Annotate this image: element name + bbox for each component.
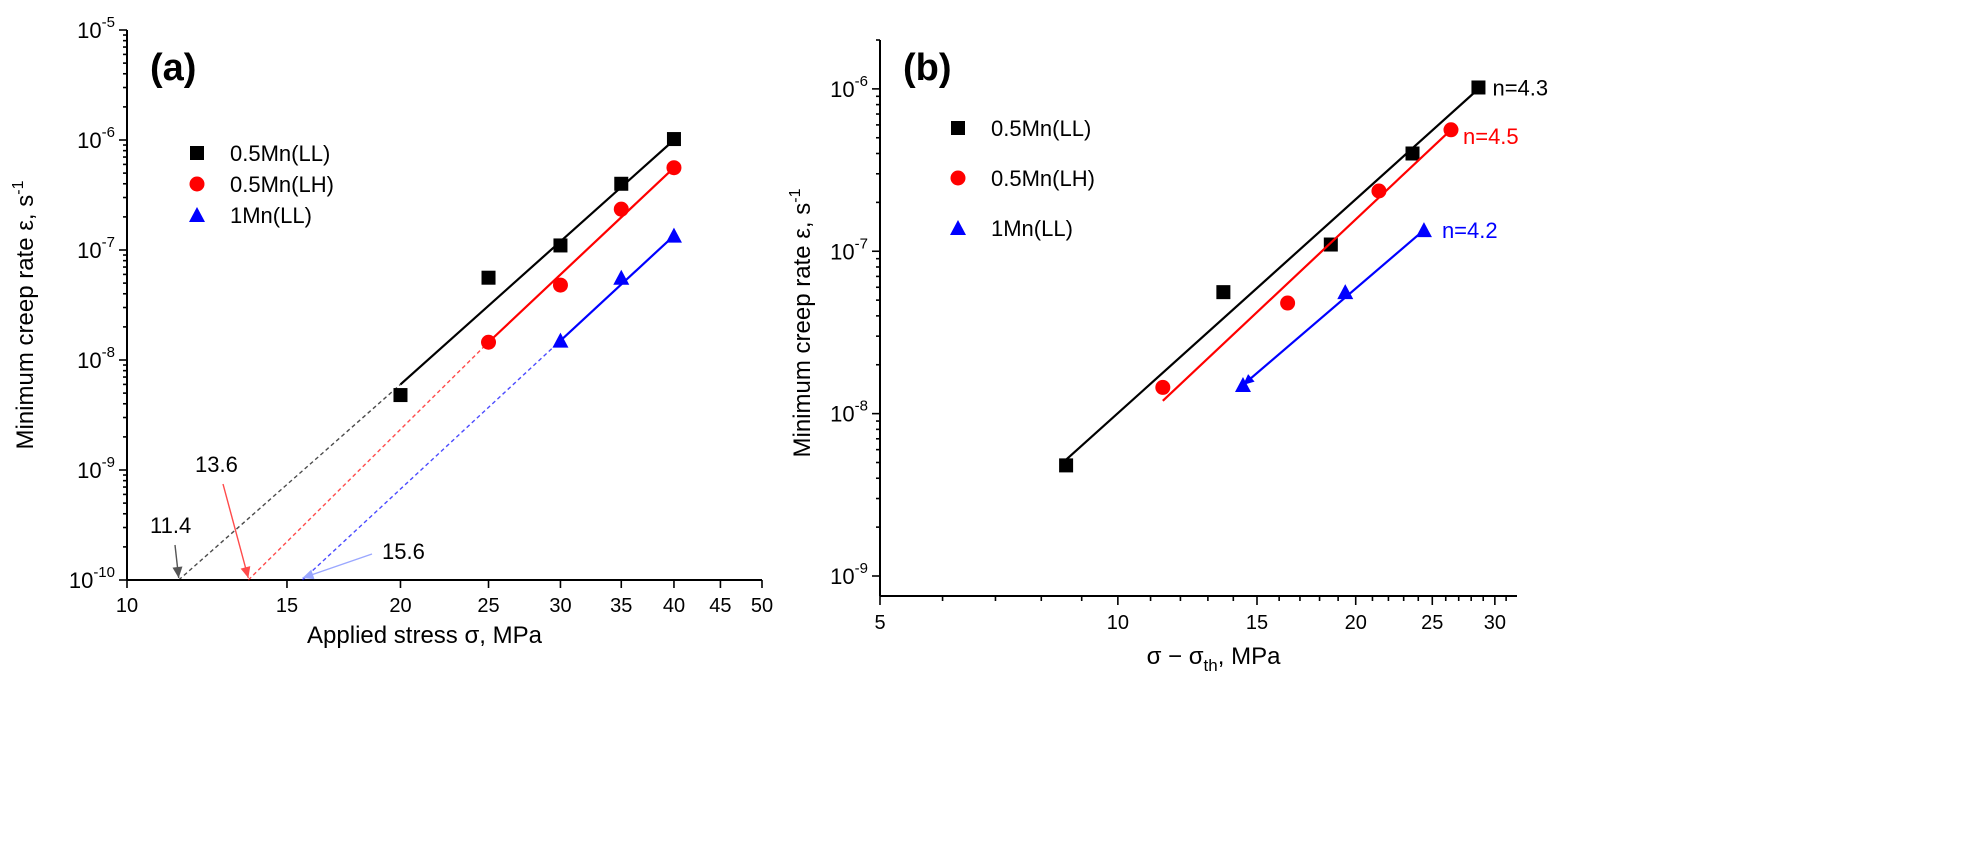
fit-line [399, 139, 675, 386]
data-point [1371, 183, 1387, 199]
y-tick-label: 10-8 [830, 398, 868, 427]
x-tick-label: 45 [709, 595, 731, 617]
panel-label: (a) [150, 47, 196, 89]
y-tick-label: 10-6 [830, 73, 868, 102]
data-point [1216, 285, 1231, 300]
data-point [1234, 377, 1251, 393]
threshold-arrow [222, 483, 249, 579]
y-tick-label: 10-7 [77, 234, 115, 263]
data-point [666, 132, 681, 147]
x-tick-label: 30 [549, 595, 571, 617]
legend-marker [950, 170, 966, 186]
data-point [552, 332, 569, 348]
data-point [481, 334, 497, 350]
x-tick-label: 40 [663, 595, 685, 617]
legend-label: 0.5Mn(LH) [991, 166, 1095, 191]
legend-label: 0.5Mn(LL) [991, 116, 1091, 141]
x-tick-label: 20 [1345, 612, 1367, 634]
y-tick-label: 10-10 [69, 564, 115, 593]
data-point [1337, 284, 1354, 300]
data-point [1155, 379, 1171, 395]
fit-line [1065, 88, 1480, 461]
slope-label: n=4.5 [1463, 124, 1519, 149]
data-point [393, 388, 408, 403]
data-point [666, 160, 682, 176]
slope-label: n=4.2 [1442, 218, 1498, 243]
fit-line [487, 166, 675, 344]
y-tick-label: 10-8 [77, 344, 115, 373]
data-point [665, 227, 682, 243]
data-point [1443, 122, 1459, 138]
extrapolation-line [301, 340, 561, 581]
x-tick-label: 10 [116, 595, 138, 617]
fit-line [1162, 128, 1452, 402]
chart-b: 10-9 10-8 10-7 10-6 5 10 15 20 25 30 σ − σth, MPa M… [787, 39, 1548, 675]
data-point [613, 201, 629, 217]
y-tick-label: 10-5 [77, 14, 115, 43]
x-tick-label: 5 [874, 612, 885, 634]
y-axis-title: Minimum creep rate ε, s-1 [787, 188, 816, 457]
data-point [481, 270, 496, 285]
x-tick-label: 15 [1246, 612, 1268, 634]
x-tick-label: 20 [389, 595, 411, 617]
slope-label: n=4.3 [1492, 75, 1548, 100]
threshold-label: 15.6 [382, 539, 425, 564]
legend-marker [189, 176, 205, 192]
x-tick-label: 50 [751, 595, 773, 617]
fit-arrowhead [1242, 374, 1255, 386]
data-point [1323, 237, 1338, 252]
x-axis-title: Applied stress σ, MPa [307, 622, 543, 649]
threshold-arrowhead [240, 566, 251, 578]
x-tick-label: 30 [1484, 612, 1506, 634]
x-axis-title: σ − σth, MPa [1147, 643, 1282, 675]
data-point [1405, 146, 1420, 161]
y-tick-label: 10-7 [830, 235, 868, 264]
x-tick-label: 35 [610, 595, 632, 617]
data-point [1471, 80, 1486, 95]
data-point [613, 269, 630, 285]
legend-label: 0.5Mn(LL) [230, 141, 330, 166]
x-tick-label: 15 [276, 595, 298, 617]
x-tick-label: 25 [1421, 612, 1443, 634]
extrapolation-line [247, 341, 490, 581]
y-tick-label: 10-9 [830, 560, 868, 589]
data-point [1280, 295, 1296, 311]
legend-label: 1Mn(LL) [991, 216, 1073, 241]
legend-marker [189, 207, 205, 222]
fit-line [559, 234, 675, 342]
data-point [553, 238, 568, 253]
threshold-label: 13.6 [195, 452, 238, 477]
y-tick-label: 10-9 [77, 454, 115, 483]
threshold-arrowhead [302, 569, 315, 580]
x-tick-label: 25 [477, 595, 499, 617]
y-axis-title: Minimum creep rate ε, s-1 [10, 180, 39, 449]
panel-label: (b) [903, 47, 952, 89]
data-point [552, 277, 568, 293]
fit-line [1242, 229, 1425, 386]
legend-marker [950, 220, 966, 235]
x-tick-label: 10 [1107, 612, 1129, 634]
legend-marker [190, 146, 204, 160]
legend-marker [951, 121, 965, 135]
data-point [1415, 222, 1432, 238]
data-point [614, 176, 629, 191]
extrapolation-line [178, 383, 401, 581]
threshold-arrow [302, 553, 373, 579]
threshold-arrowhead [172, 566, 183, 578]
legend-label: 1Mn(LL) [230, 203, 312, 228]
chart-a: 10-10 10-9 10-8 10-7 10-6 10-5 10 15 20 25 30 35 40 4… [10, 14, 773, 649]
legend-label: 0.5Mn(LH) [230, 172, 334, 197]
data-point [1059, 458, 1074, 473]
y-tick-label: 10-6 [77, 124, 115, 153]
threshold-label: 11.4 [150, 513, 191, 538]
